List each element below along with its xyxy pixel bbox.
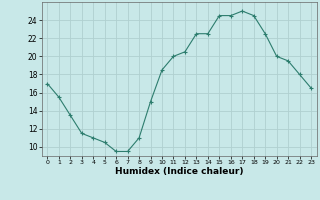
X-axis label: Humidex (Indice chaleur): Humidex (Indice chaleur) [115,167,244,176]
